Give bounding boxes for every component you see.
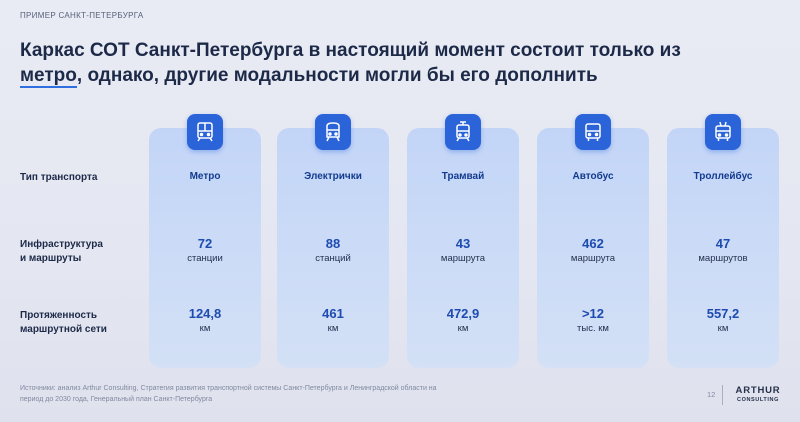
length-cell: 461 км <box>277 306 389 335</box>
page-number: 12 <box>707 390 716 399</box>
title-underlined-word: метро <box>20 65 77 88</box>
infra-unit: маршрута <box>570 253 616 264</box>
slide-title: Каркас СОТ Санкт-Петербурга в настоящий … <box>20 38 760 88</box>
infra-unit: станций <box>315 253 351 264</box>
title-line-1: Каркас СОТ Санкт-Петербурга в настоящий … <box>20 40 681 61</box>
column-tram <box>407 128 519 368</box>
infra-unit: станции <box>187 253 223 264</box>
bus-icon <box>575 114 611 150</box>
title-line-2: , однако, другие модальности могли бы ег… <box>76 65 598 86</box>
length-value: >12 <box>581 306 605 321</box>
length-value: 557,2 <box>706 306 740 321</box>
row-label-length: Протяженность маршрутной сети <box>20 310 107 335</box>
infra-value: 72 <box>197 236 213 251</box>
row-label-infrastructure: Инфраструктура и маршруты <box>20 239 103 264</box>
trolleybus-icon <box>705 114 741 150</box>
infra-value: 462 <box>582 236 604 251</box>
arthur-consulting-logo: ARTHUR CONSULTING <box>729 385 787 404</box>
column-train <box>277 128 389 368</box>
length-value: 124,8 <box>188 306 222 321</box>
length-cell: 124,8 км <box>149 306 261 335</box>
infra-value: 47 <box>715 236 731 251</box>
sources-note: Источники: анализ Arthur Consulting, Стр… <box>20 385 437 403</box>
length-cell: 472,9 км <box>407 306 519 335</box>
infra-value: 88 <box>325 236 341 251</box>
length-unit: км <box>717 323 729 334</box>
row-label-transport-type: Тип транспорта <box>20 172 98 183</box>
infra-cell: 72 станции <box>149 236 261 265</box>
transport-name: Электрички <box>304 171 362 182</box>
infra-unit: маршрутов <box>698 253 748 264</box>
transport-name: Метро <box>189 171 221 182</box>
length-value: 461 <box>322 306 344 321</box>
infra-value: 43 <box>455 236 471 251</box>
metro-icon <box>187 114 223 150</box>
length-cell: 557,2 км <box>667 306 779 335</box>
eyebrow-label: ПРИМЕР САНКТ-ПЕТЕРБУРГА <box>20 11 144 20</box>
logo-line-1: ARTHUR <box>735 385 781 396</box>
length-unit: км <box>199 323 211 334</box>
train-icon <box>315 114 351 150</box>
infra-cell: 43 маршрута <box>407 236 519 265</box>
transport-name: Автобус <box>572 171 614 182</box>
transport-name: Троллейбус <box>693 171 753 182</box>
logo-line-2: CONSULTING <box>737 397 779 403</box>
length-unit: км <box>327 323 339 334</box>
length-unit: км <box>457 323 469 334</box>
tram-icon <box>445 114 481 150</box>
infra-cell: 47 маршрутов <box>667 236 779 265</box>
length-cell: >12 тыс. км <box>537 306 649 335</box>
column-metro <box>149 128 261 368</box>
infra-cell: 462 маршрута <box>537 236 649 265</box>
column-bus <box>537 128 649 368</box>
transport-name: Трамвай <box>441 171 485 182</box>
infra-cell: 88 станций <box>277 236 389 265</box>
infra-unit: маршрута <box>440 253 486 264</box>
length-value: 472,9 <box>446 306 480 321</box>
length-unit: тыс. км <box>577 323 609 334</box>
footer-divider <box>722 385 723 405</box>
column-trolleybus <box>667 128 779 368</box>
